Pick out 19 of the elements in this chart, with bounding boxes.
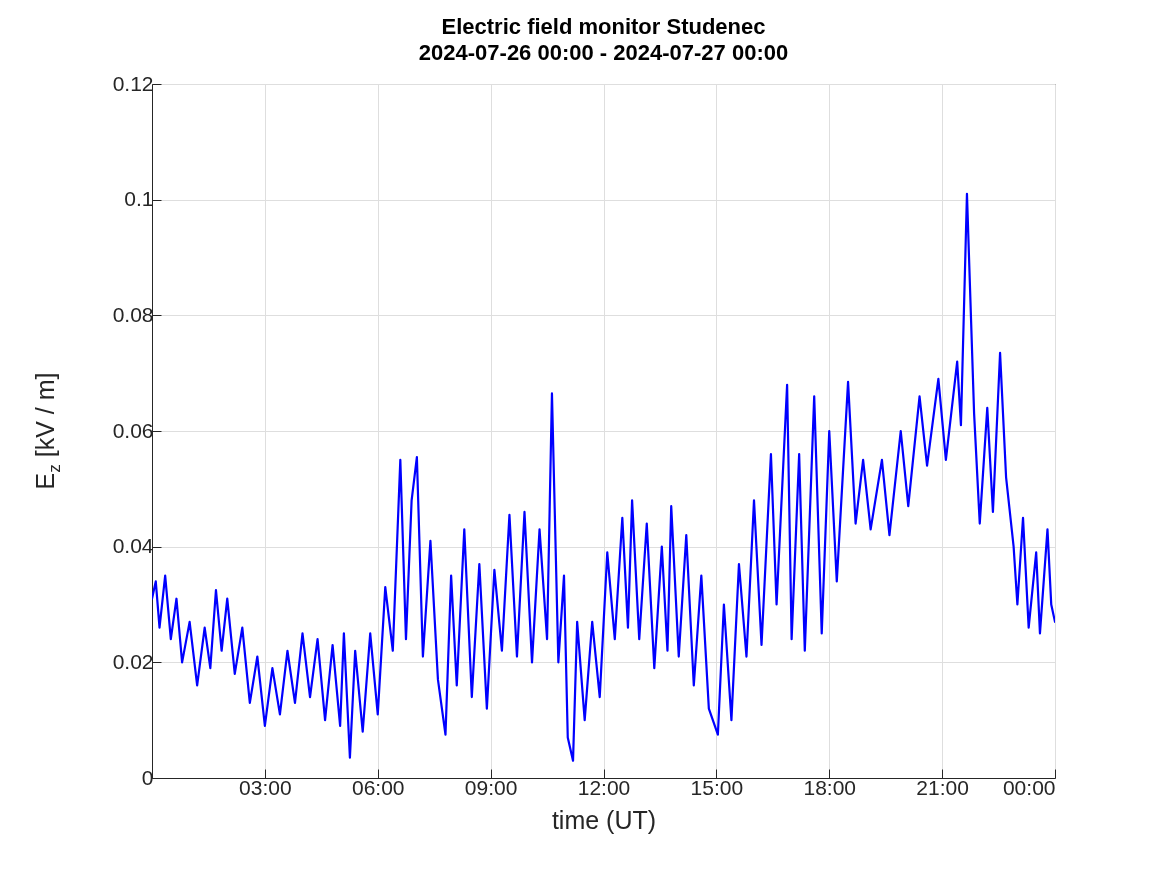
x-tick-label: 21:00	[916, 775, 969, 799]
x-tick-label: 03:00	[239, 775, 292, 799]
x-tick-label: 18:00	[803, 775, 857, 799]
x-tick-label: 15:00	[690, 775, 744, 799]
chart-title: Electric field monitor Studenec	[441, 14, 766, 39]
x-tick-label: 12:00	[577, 775, 631, 799]
x-tick-label: 00:00	[1002, 775, 1056, 799]
y-tick-label: 0.06	[112, 418, 154, 442]
x-tick-label: 09:00	[464, 775, 518, 799]
y-tick-label: 0.04	[112, 534, 154, 558]
y-tick-label: 0.02	[112, 649, 154, 673]
y-tick-label: 0.1	[124, 187, 154, 211]
y-tick-label: 0.08	[112, 302, 154, 326]
x-tick-label: 06:00	[351, 775, 405, 799]
y-tick-label: 0	[141, 765, 154, 789]
line-series	[152, 192, 1055, 762]
y-tick-label: 0.12	[112, 71, 154, 95]
chart-subtitle: 2024-07-26 00:00 - 2024-07-27 00:00	[418, 40, 789, 65]
x-axis-title: time (UT)	[551, 805, 657, 834]
